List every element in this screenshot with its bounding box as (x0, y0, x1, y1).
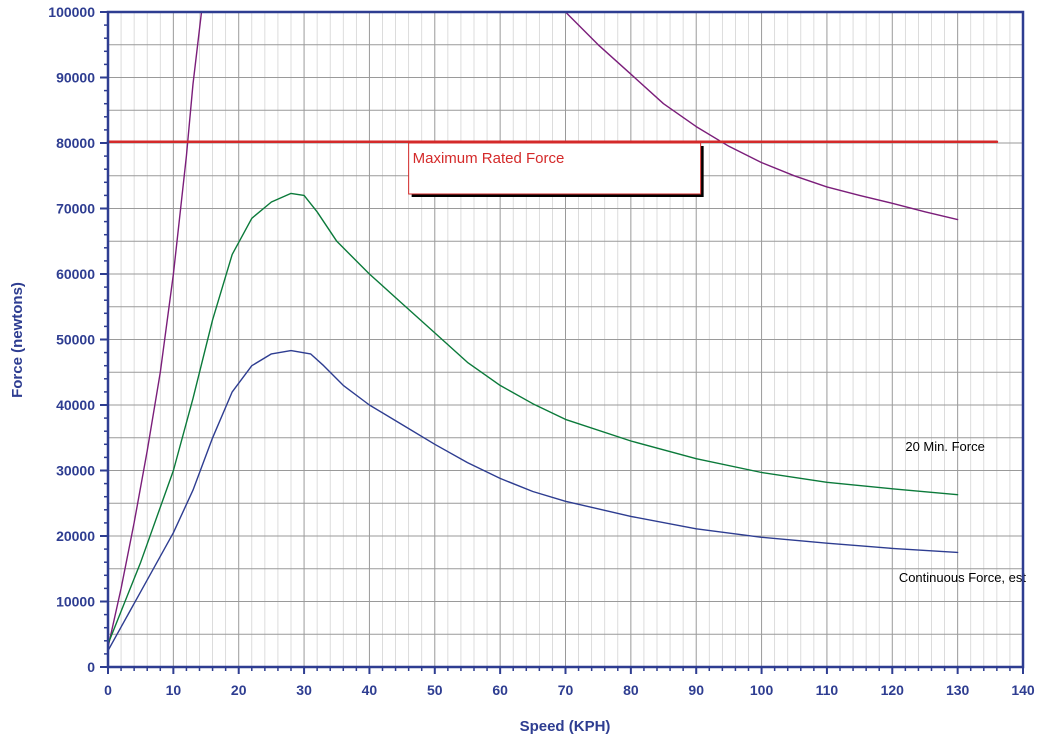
gridlines (107, 11, 1024, 668)
y-tick-label: 20000 (56, 528, 95, 544)
tick-labels: 0 10 20 30 40 50 60 70 80 90 100 110 120 130 140 0 10000… (48, 4, 1035, 698)
y-tick-label: 90000 (56, 70, 95, 86)
y-axis-title: Force (newtons) (9, 282, 26, 398)
annotations: Maximum Rated Force 20 Min. Force Continuo… (408, 142, 1027, 585)
x-tick-label: 40 (362, 682, 378, 698)
y-tick-label: 10000 (56, 594, 95, 610)
series-label-20-min-force: 20 Min. Force (905, 439, 984, 454)
x-tick-label: 50 (427, 682, 443, 698)
series-lines (106, 11, 999, 652)
x-tick-label: 0 (104, 682, 112, 698)
x-tick-label: 20 (231, 682, 247, 698)
y-tick-label: 60000 (56, 266, 95, 282)
x-axis-title: Speed (KPH) (520, 718, 611, 735)
axes (100, 10, 1025, 674)
x-tick-label: 130 (946, 682, 970, 698)
x-tick-label: 120 (881, 682, 905, 698)
annotation-box (408, 142, 702, 195)
y-tick-label: 70000 (56, 201, 95, 217)
annotation-max-rated-force: Maximum Rated Force (413, 150, 565, 167)
series-line-continuous-force-est (107, 349, 959, 652)
x-tick-label: 100 (750, 682, 774, 698)
series-line-20-min-force (107, 192, 959, 645)
x-tick-label: 80 (623, 682, 639, 698)
x-tick-label: 90 (688, 682, 704, 698)
x-tick-label: 10 (166, 682, 182, 698)
x-tick-label: 60 (492, 682, 508, 698)
x-tick-label: 70 (558, 682, 574, 698)
y-tick-label: 40000 (56, 397, 95, 413)
y-tick-label: 30000 (56, 463, 95, 479)
series-label-continuous-force-est: Continuous Force, est (899, 570, 1027, 585)
x-tick-label: 30 (296, 682, 312, 698)
x-tick-label: 140 (1011, 682, 1035, 698)
y-tick-label: 0 (87, 659, 95, 675)
y-tick-label: 80000 (56, 135, 95, 151)
y-tick-label: 50000 (56, 332, 95, 348)
y-tick-label: 100000 (48, 4, 95, 20)
x-tick-label: 110 (816, 682, 839, 698)
series-line-purple-falling (564, 11, 959, 221)
series-line-purple-rising (107, 11, 203, 649)
